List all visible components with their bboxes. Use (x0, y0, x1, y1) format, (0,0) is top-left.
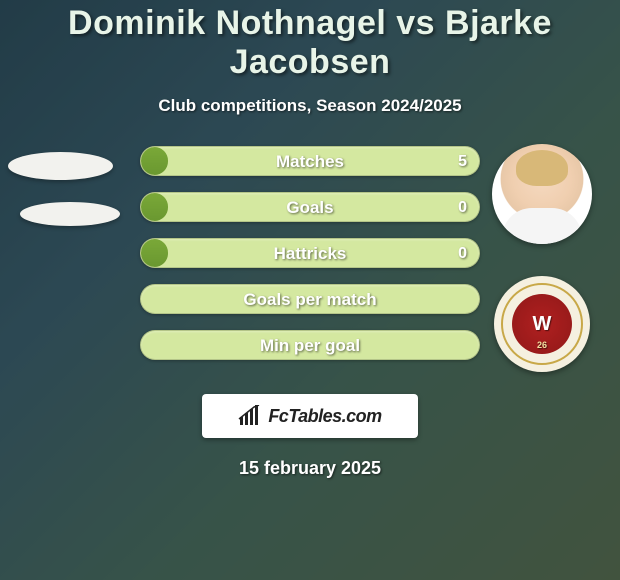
stat-right-value: 0 (458, 239, 467, 268)
player-right-avatar (492, 144, 592, 244)
stat-bar: Min per goal (140, 330, 480, 360)
stat-label: Hattricks (141, 239, 479, 268)
page-subtitle: Club competitions, Season 2024/2025 (0, 96, 620, 116)
comparison-area: W Matches 5 Goals 0 Hattricks 0 (0, 152, 620, 382)
player-left-crest-placeholder (20, 202, 120, 226)
stat-label: Goals per match (141, 285, 479, 314)
crest-ring: W (501, 283, 583, 365)
brand-badge: FcTables.com (202, 394, 418, 438)
stat-bars: Matches 5 Goals 0 Hattricks 0 Goals per … (140, 146, 480, 376)
stat-label: Min per goal (141, 331, 479, 360)
stat-right-value: 5 (458, 147, 467, 176)
brand-text: FcTables.com (268, 406, 381, 427)
player-left-avatar-placeholder (8, 152, 113, 180)
stat-label: Goals (141, 193, 479, 222)
stat-bar: Goals per match (140, 284, 480, 314)
stat-bar: Matches 5 (140, 146, 480, 176)
stat-bar: Hattricks 0 (140, 238, 480, 268)
stat-bar: Goals 0 (140, 192, 480, 222)
stat-right-value: 0 (458, 193, 467, 222)
stat-label: Matches (141, 147, 479, 176)
player-right-crest: W (494, 276, 590, 372)
content-root: Dominik Nothnagel vs Bjarke Jacobsen Clu… (0, 0, 620, 580)
date-text: 15 february 2025 (0, 458, 620, 479)
page-title: Dominik Nothnagel vs Bjarke Jacobsen (0, 4, 620, 82)
crest-core: W (512, 294, 572, 354)
brand-chart-icon (238, 405, 262, 427)
